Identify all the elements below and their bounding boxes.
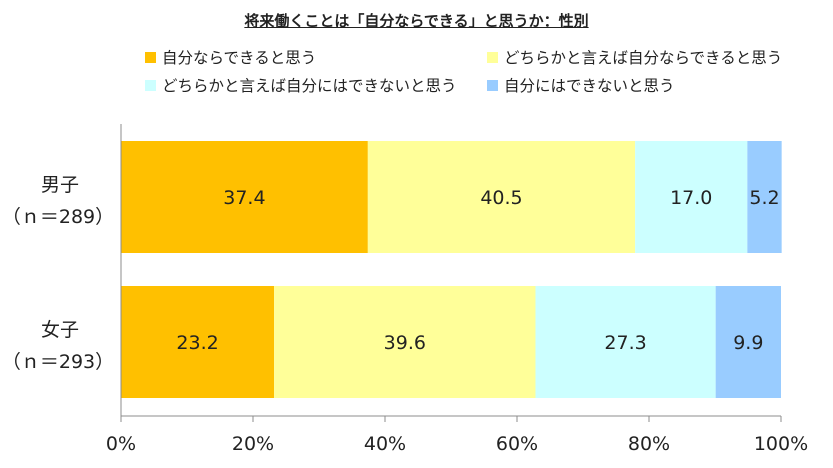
data-label-1-0: 23.2 [176,332,218,354]
category-n-label-0: （ｎ＝289） [2,206,114,228]
data-label-0-2: 17.0 [670,187,712,209]
data-label-0-3: 5.2 [749,187,779,209]
x-tick-label-3: 60% [496,433,538,455]
x-tick-label-1: 20% [232,433,274,455]
data-label-1-3: 9.9 [733,332,763,354]
data-label-0-1: 40.5 [480,187,522,209]
data-label-0-0: 37.4 [223,187,265,209]
data-label-1-2: 27.3 [604,332,646,354]
x-tick-label-5: 100% [754,433,808,455]
x-tick-label-0: 0% [106,433,136,455]
x-tick-label-2: 40% [364,433,406,455]
category-n-label-1: （ｎ＝293） [2,351,114,373]
category-label-1: 女子 [41,319,79,341]
data-label-1-1: 39.6 [384,332,426,354]
x-tick-label-4: 80% [628,433,670,455]
category-label-0: 男子 [41,174,79,196]
